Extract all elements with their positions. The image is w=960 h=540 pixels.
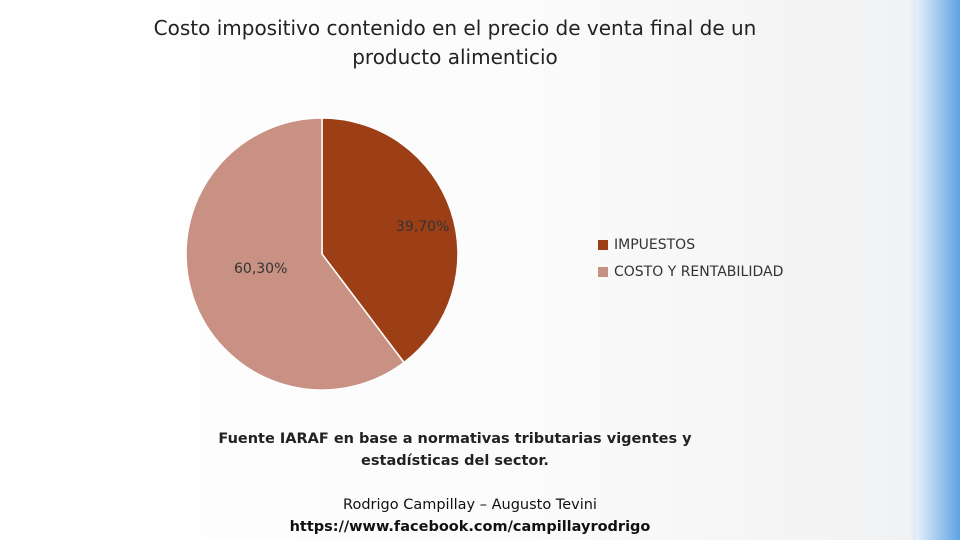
- source-note: Fuente IARAF en base a normativas tribut…: [218, 431, 692, 469]
- legend-label-impuestos: IMPUESTOS: [614, 236, 696, 253]
- pie-slice-costo-y-rentabilidad: [185, 117, 406, 391]
- legend-item-costo-y-rentabilidad: COSTO Y RENTABILIDAD: [598, 258, 783, 285]
- legend-label-costo-y-rentabilidad: COSTO Y RENTABILIDAD: [614, 263, 784, 280]
- chart-title: Costo impositivo contenido en el precio …: [153, 16, 757, 69]
- pie-slice-impuestos: [321, 117, 459, 364]
- side-bar-edge: [910, 0, 916, 540]
- data-label-costo-y-rentabilidad: 60,30%: [234, 261, 287, 277]
- legend-swatch-impuestos: [598, 239, 608, 250]
- legend-swatch-costo-y-rentabilidad: [598, 266, 608, 277]
- legend-item-impuestos: IMPUESTOS: [598, 231, 783, 258]
- decorative-side-bar: [916, 0, 960, 540]
- chart-legend: IMPUESTOS COSTO Y RENTABILIDAD: [598, 231, 783, 285]
- authors-url[interactable]: https://www.facebook.com/campillayrodrig…: [289, 519, 651, 535]
- authors-names: Rodrigo Campillay – Augusto Tevini: [343, 497, 597, 513]
- data-label-impuestos: 39,70%: [396, 219, 449, 235]
- authors-block: Rodrigo Campillay – Augusto Tevini https…: [270, 494, 670, 538]
